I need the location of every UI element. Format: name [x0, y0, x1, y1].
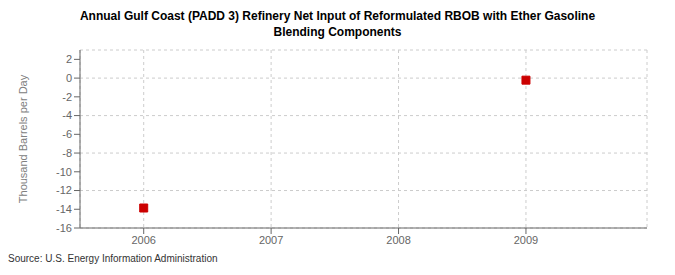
svg-text:-8: -8: [62, 147, 72, 159]
html-text:Annual Gulf Coast (PADD 3) Ref: Annual Gulf Coast (PADD 3) Refinery Net …: [79, 9, 596, 23]
svg-text:2: 2: [66, 53, 72, 65]
svg-text:-6: -6: [62, 128, 72, 140]
svg-text:Thousand Barrels per Day: Thousand Barrels per Day: [17, 74, 29, 203]
svg-text:0: 0: [66, 72, 72, 84]
html-text:Blending Components: Blending Components: [273, 25, 402, 39]
svg-text:-2: -2: [62, 91, 72, 103]
svg-text:-14: -14: [56, 203, 72, 215]
svg-text:-12: -12: [56, 184, 72, 196]
svg-text:2006: 2006: [131, 234, 155, 246]
svg-text:2007: 2007: [259, 234, 283, 246]
svg-text:2008: 2008: [386, 234, 410, 246]
svg-text:-16: -16: [56, 222, 72, 234]
svg-text:-4: -4: [62, 109, 72, 121]
svg-text:2009: 2009: [514, 234, 538, 246]
svg-text:-10: -10: [56, 166, 72, 178]
html-text:Source: U.S. Energy Informatio: Source: U.S. Energy Information Administ…: [8, 253, 218, 264]
